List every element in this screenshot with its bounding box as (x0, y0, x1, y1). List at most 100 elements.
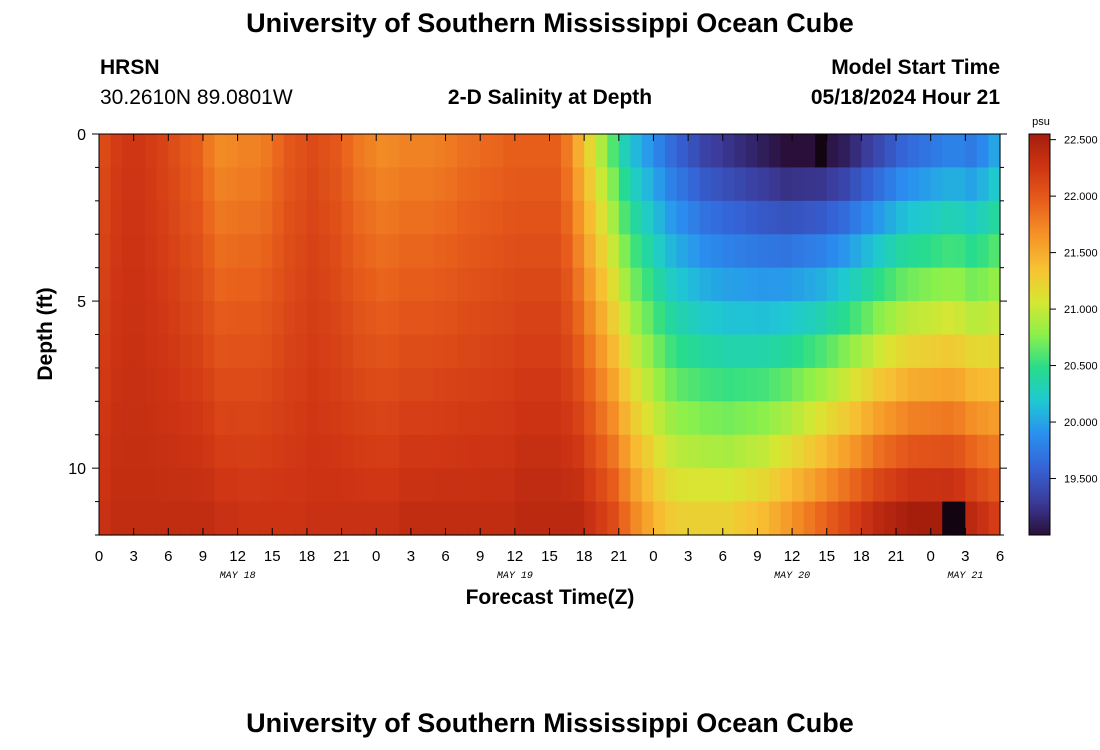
x-tick-label: 0 (95, 548, 103, 565)
heatmap-cell (272, 134, 285, 169)
heatmap-cell (722, 468, 735, 503)
heatmap-cell (907, 468, 920, 503)
heatmap-cell (792, 501, 805, 536)
heatmap-cell (942, 334, 955, 369)
heatmap-cell (468, 501, 481, 536)
heatmap-cell (295, 234, 308, 269)
heatmap-cell (283, 301, 296, 336)
heatmap-cell (214, 200, 227, 235)
heatmap-cell (653, 134, 666, 169)
heatmap-cell (803, 167, 816, 202)
heatmap-cell (133, 434, 146, 469)
heatmap-cell (792, 167, 805, 202)
heatmap-cell (364, 434, 377, 469)
heatmap-cell (318, 234, 331, 269)
heatmap-cell (745, 267, 759, 302)
heatmap-cell (179, 167, 193, 202)
heatmap-cell (641, 134, 655, 169)
heatmap-cell (757, 468, 770, 503)
heatmap-cell (838, 367, 851, 402)
heatmap-cell (503, 134, 516, 169)
heatmap-cell (422, 200, 435, 235)
heatmap-cell (364, 134, 377, 169)
heatmap-cell (249, 267, 262, 302)
heatmap-cell (214, 434, 227, 469)
heatmap-cell (295, 468, 308, 503)
heatmap-cell (653, 301, 666, 336)
heatmap-cell (549, 501, 562, 536)
y-tick-label: 0 (77, 127, 86, 144)
heatmap-cell (387, 167, 400, 202)
heatmap-cell (249, 334, 262, 369)
heatmap-cell (699, 167, 712, 202)
heatmap-cell (156, 134, 169, 169)
heatmap-cell (676, 434, 689, 469)
heatmap-cell (110, 434, 123, 469)
heatmap-cell (942, 468, 955, 503)
heatmap-cell (561, 334, 574, 369)
heatmap-cell (896, 501, 909, 536)
heatmap-cell (410, 468, 424, 503)
heatmap-cell (145, 401, 158, 436)
heatmap-cell (364, 401, 377, 436)
heatmap-cell (665, 434, 678, 469)
heatmap-cell (179, 267, 193, 302)
heatmap-cell (826, 401, 839, 436)
heatmap-cell (826, 134, 839, 169)
heatmap-cell (745, 468, 759, 503)
heatmap-cell (237, 501, 250, 536)
heatmap-cell (653, 334, 666, 369)
heatmap-cell (480, 200, 493, 235)
heatmap-cell (387, 134, 400, 169)
heatmap-cell (260, 401, 273, 436)
heatmap-cell (156, 434, 169, 469)
heatmap-cell (191, 134, 204, 169)
heatmap-cell (953, 334, 966, 369)
heatmap-cell (953, 167, 966, 202)
heatmap-cell (688, 501, 701, 536)
x-tick-label: 21 (888, 548, 905, 565)
heatmap-cell (330, 367, 343, 402)
heatmap-cell (468, 301, 481, 336)
heatmap-cell (572, 134, 585, 169)
heatmap-cell (942, 434, 955, 469)
heatmap-cell (699, 234, 712, 269)
heatmap-cell (722, 334, 735, 369)
heatmap-cell (572, 167, 585, 202)
heatmap-cell (99, 401, 112, 436)
heatmap-cell (202, 501, 216, 536)
heatmap-cell (156, 234, 169, 269)
heatmap-cell (306, 167, 320, 202)
heatmap-cell (168, 367, 181, 402)
heatmap-cell (306, 301, 320, 336)
heatmap-cell (838, 200, 851, 235)
heatmap-cell (768, 468, 782, 503)
heatmap-cell (249, 167, 262, 202)
heatmap-cell (341, 134, 354, 169)
heatmap-cell (226, 501, 239, 536)
heatmap-cell (607, 134, 620, 169)
heatmap-cell (260, 134, 273, 169)
heatmap-cell (110, 167, 123, 202)
page-title: University of Southern Mississippi Ocean… (246, 8, 854, 38)
heatmap-cell (376, 334, 389, 369)
colorbar-ticks: 22.500 22.000 21.500 21.000 20.500 20.000 19.5… (1050, 135, 1098, 486)
heatmap-cell (618, 434, 631, 469)
heatmap-cell (376, 401, 389, 436)
heatmap-cell (722, 367, 735, 402)
heatmap-cell (376, 167, 389, 202)
heatmap-cell (930, 334, 943, 369)
heatmap-cell (607, 301, 620, 336)
heatmap-cell (168, 334, 181, 369)
heatmap-cell (688, 234, 701, 269)
heatmap-cell (306, 134, 320, 169)
heatmap-cell (503, 334, 516, 369)
heatmap-cell (491, 468, 504, 503)
heatmap-cell (584, 501, 597, 536)
heatmap-cell (919, 334, 932, 369)
heatmap-cell (306, 434, 320, 469)
heatmap-cell (330, 301, 343, 336)
heatmap-cell (861, 200, 874, 235)
heatmap-cell (745, 167, 759, 202)
x-tick-label: 18 (299, 548, 316, 565)
